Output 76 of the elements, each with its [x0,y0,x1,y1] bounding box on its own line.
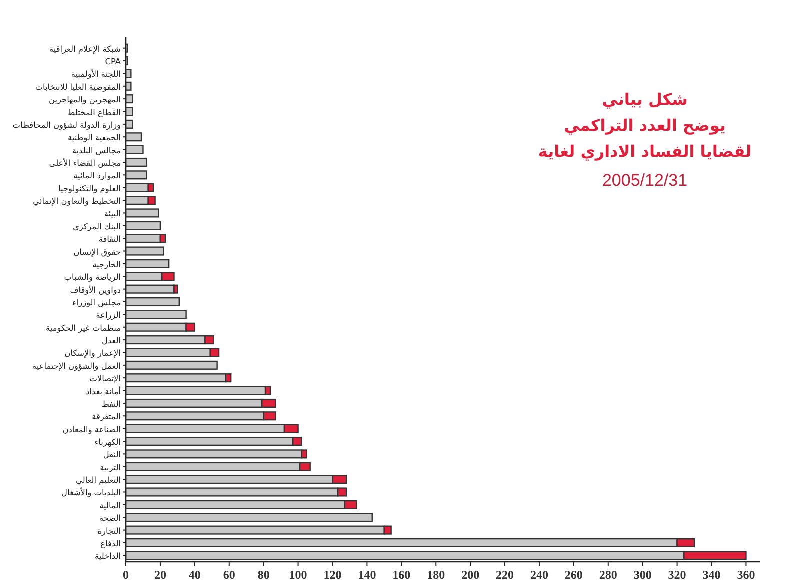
x-tick-label: 80 [258,568,270,582]
y-tick-label: أمانة بغداد [86,385,121,396]
text: شكل بياني يوضح العدد التراكمي لقضايا الفساد الاداري لغاية [538,90,752,161]
y-tick-label: التعليم العالي [76,475,121,486]
y-tick-label: المالية [100,500,121,510]
y-tick-label: الداخلية [95,551,121,562]
y-tick-label: النقل [103,450,121,460]
y-tick-label: المهجرين والمهاجرين [48,94,121,105]
y-tick-label: القطاع المختلط [68,107,121,118]
y-tick-label: الإتصالات [90,374,121,384]
text: 2005/12/31 [602,171,688,190]
y-tick-label: التخطيط والتعاون الإنمائي [33,196,121,206]
y-tick-label: دواوين الأوقاف [70,284,122,295]
y-tick-label: حقوق الإنسان [74,246,121,257]
x-tick-label: 200 [462,568,480,582]
y-tick-label: التربية [100,462,121,472]
x-tick-label: 40 [188,568,201,582]
y-tick-label: اللجنة الأولمبية [71,69,121,80]
y-tick-label: مجلس القضاء الأعلى [49,158,121,168]
x-tick-label: 120 [324,568,342,582]
y-tick-label: الموارد المائية [74,170,121,181]
bar [125,297,180,307]
bar [125,259,170,268]
y-tick-label: وزارة الدولة لشؤون المحافظات [12,120,122,130]
x-tick-label: 280 [599,568,618,582]
x-tick-label: 180 [427,568,446,582]
y-tick-label: المفوضية العليا للانتخابات [35,82,121,92]
x-tick-label: 60 [223,568,236,582]
y-tick-label: الثقافة [98,234,121,244]
bar [125,513,373,522]
bar [125,310,187,320]
y-tick-label: الصناعة والمعادن [62,424,121,434]
y-tick-label: منظمات غير الحكومية [46,322,121,333]
bar [125,170,148,180]
y-tick-label: العلوم والتكنولوجيا [58,183,121,194]
x-tick-label: 340 [702,568,721,582]
y-tick-label: الجمعية الوطنية [68,132,121,143]
y-tick-label: النفط [102,398,121,409]
y-tick-label: الزراعة [96,310,121,320]
y-tick-label: الخارجية [92,259,121,270]
x-tick-label: 360 [737,568,756,582]
x-tick-label: 220 [496,568,514,582]
y-tick-label: البيئة [104,208,121,219]
y-tick-label: العمل والشؤون الإجتماعية [32,360,121,371]
y-tick-label: البنك المركزي [72,221,121,232]
y-tick-label: CPA [105,56,122,67]
x-tick-label: 320 [668,568,686,582]
bar [125,284,175,294]
y-tick-label: الكهرباء [94,437,121,448]
y-tick-label: العدل [102,336,121,346]
x-tick-label: 20 [154,568,166,582]
bar [125,208,160,218]
y-tick-label: الإعمار والإسكان [64,348,121,358]
y-tick-label: المتفرقة [92,412,121,422]
x-tick-label: 160 [392,568,411,582]
x-tick-label: 100 [289,568,308,582]
x-tick-label: 240 [530,568,548,582]
x-tick-label: 140 [358,568,376,582]
y-tick-label: البلديات والأشغال [62,488,121,498]
bar [125,221,162,230]
y-tick-label: مجالس البلدية [72,145,121,156]
y-tick-label: الدفاع [100,538,121,548]
y-tick-label: شبكة الإعلام العراقية [49,44,122,54]
x-tick-label: 300 [634,568,652,582]
bar [125,145,144,154]
bar [125,107,134,116]
y-tick-label: الرياضة والشباب [64,272,121,282]
bar [125,246,164,256]
y-tick-label: الصحة [99,513,121,524]
bar [125,158,148,168]
y-tick-label: مجلس الوزراء [72,298,121,308]
bar [125,132,142,142]
bar [125,360,218,370]
x-tick-label: 260 [564,568,583,582]
y-tick-label: التجارة [98,526,121,536]
x-tick-label: 0 [123,568,129,582]
